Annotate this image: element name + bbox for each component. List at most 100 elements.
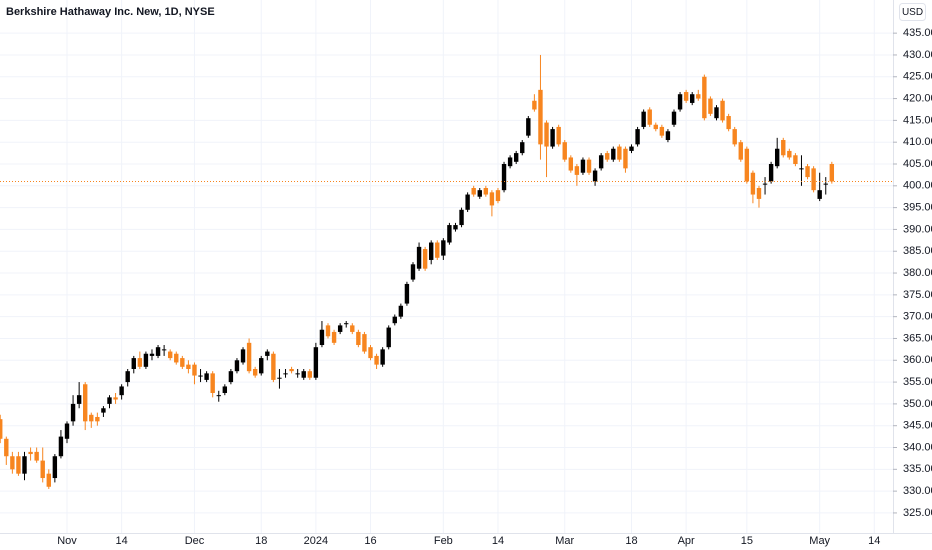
candle-body — [805, 166, 810, 178]
candle-body — [0, 419, 3, 439]
candle-body — [307, 371, 312, 378]
candle-body — [392, 316, 397, 324]
candle-body — [289, 369, 294, 372]
candle-body — [520, 142, 525, 154]
candle-body — [350, 325, 355, 332]
y-tick-label: 335.00 — [903, 463, 932, 475]
candle-body — [562, 142, 567, 160]
candle-body — [313, 347, 319, 378]
candle-body — [659, 126, 665, 136]
candle-body — [574, 166, 580, 175]
candle-body — [665, 131, 671, 141]
candle-body — [483, 187, 489, 195]
candle-body — [568, 157, 574, 171]
x-tick-label: 16 — [364, 535, 376, 547]
candle-body — [119, 386, 124, 396]
x-tick-label: 14 — [492, 535, 504, 547]
candle-body — [823, 183, 828, 185]
candle-body — [167, 351, 173, 359]
candle-body — [368, 347, 373, 359]
candle-body — [222, 386, 228, 393]
candle-body — [447, 225, 452, 243]
candle-body — [210, 373, 215, 393]
candle-body — [526, 118, 531, 136]
candle-body — [781, 140, 786, 156]
candle-body — [216, 395, 221, 397]
candle-body — [374, 355, 379, 365]
x-tick-label: Feb — [434, 535, 453, 547]
y-tick-label: 405.00 — [903, 158, 932, 170]
candle-body — [774, 148, 780, 167]
candle-body — [107, 397, 112, 404]
candle-body — [4, 438, 9, 457]
candle-body — [629, 146, 634, 151]
candle-body — [295, 373, 300, 375]
candle-body — [750, 172, 756, 195]
chart-title: Berkshire Hathaway Inc. New, 1D, NYSE — [6, 6, 215, 18]
y-tick-label: 345.00 — [903, 420, 932, 432]
candle-body — [416, 246, 422, 269]
y-tick-label: 370.00 — [903, 311, 932, 323]
candle-body — [720, 100, 725, 121]
candle-body — [28, 451, 33, 455]
y-tick-label: 435.00 — [903, 27, 932, 39]
candle-body — [829, 164, 835, 182]
candle-body — [149, 353, 155, 356]
candle-body — [787, 150, 792, 158]
candle-body — [690, 94, 695, 103]
candle-body — [83, 384, 88, 422]
candle-body — [738, 142, 743, 160]
candle-body — [696, 94, 701, 99]
candle-body — [137, 358, 143, 367]
x-tick-label: May — [809, 535, 830, 547]
candle-body — [726, 116, 731, 130]
candle-body — [653, 124, 658, 130]
candle-body — [161, 349, 167, 351]
candle-body — [404, 283, 410, 304]
candle-body — [10, 456, 15, 470]
candle-body — [623, 148, 628, 169]
y-tick-label: 425.00 — [903, 71, 932, 83]
candle-body — [271, 353, 276, 380]
candle-body — [174, 353, 179, 363]
candle-body — [465, 194, 470, 210]
x-tick-label: Apr — [678, 535, 695, 547]
candle-body — [186, 364, 191, 369]
candle-body — [301, 371, 306, 378]
candle-body — [101, 408, 106, 413]
candle-body — [180, 358, 185, 367]
candle-body — [283, 373, 288, 375]
candle-body — [435, 242, 440, 258]
candle-body — [362, 334, 367, 352]
candle-body — [410, 264, 416, 280]
candle-body — [459, 209, 464, 226]
candle-body — [344, 323, 349, 325]
x-tick-label: Nov — [57, 535, 77, 547]
candle-body — [46, 473, 51, 487]
y-tick-label: 380.00 — [903, 267, 932, 279]
candle-body — [380, 349, 385, 365]
candle-body — [756, 187, 762, 199]
candle-body — [95, 416, 100, 422]
y-tick-label: 420.00 — [903, 92, 932, 104]
candle-body — [204, 373, 209, 380]
candle-body — [453, 225, 458, 230]
y-tick-label: 400.00 — [903, 180, 932, 192]
candle-body — [592, 170, 598, 182]
candle-body — [40, 460, 45, 479]
candle-body — [501, 164, 507, 191]
y-tick-label: 355.00 — [903, 376, 932, 388]
candle-body — [16, 456, 21, 474]
y-tick-label: 360.00 — [903, 354, 932, 366]
currency-label[interactable]: USD — [902, 7, 923, 18]
candle-body — [319, 329, 325, 346]
candle-body — [489, 192, 495, 206]
candle-body — [70, 403, 76, 422]
x-tick-label: 14 — [868, 535, 880, 547]
candle-body — [143, 353, 149, 367]
candle-body — [113, 397, 118, 400]
currency-button[interactable] — [899, 3, 926, 21]
candle-body — [513, 153, 519, 162]
candle-body — [580, 159, 586, 173]
